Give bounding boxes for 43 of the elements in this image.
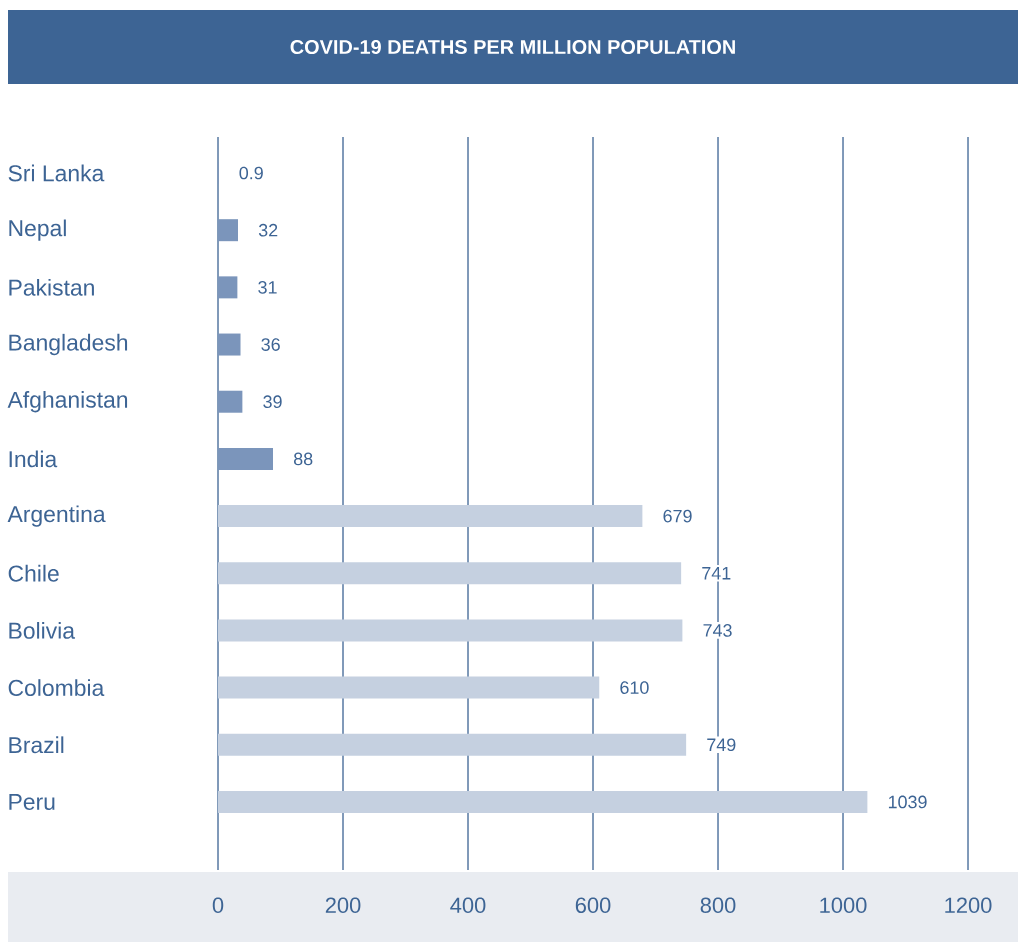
data-label: 743 [703,624,732,637]
bar [218,447,274,470]
y-tick-label: Chile [8,564,59,582]
x-tick-label: 200 [325,897,361,914]
y-tick-label: Sri Lanka [8,164,105,182]
y-tick-label: Argentina [7,505,106,527]
bar [218,219,239,242]
bar [218,790,868,813]
data-label: 749 [707,738,736,752]
x-tick-label: 1000 [820,897,867,914]
bar [218,733,687,756]
y-tick-label: Afghanistan [7,391,128,413]
data-label: 610 [620,681,649,694]
x-tick-label: 800 [700,897,736,914]
y-tick-label: Bangladesh [9,333,128,356]
y-tick-label: Pakistan [9,278,94,296]
bar [218,619,683,642]
y-tick-label: Brazil [9,736,64,754]
data-label: 679 [663,509,692,523]
x-tick-label: 400 [450,897,486,914]
bar [218,333,241,356]
data-label: 1039 [888,795,927,809]
y-tick-label: Peru [9,793,55,810]
bar [218,505,643,528]
bar [218,390,243,413]
x-tick-label: 1200 [945,897,992,914]
chart-title: COVID-19 DEATHS PER MILLION POPULATION [290,39,735,55]
data-label: 88 [293,452,313,466]
bar [218,562,682,585]
bar [218,276,238,299]
data-label: 32 [258,223,278,237]
data-label: 39 [263,395,282,409]
x-tick-label: 600 [575,897,611,914]
y-tick-label: Bolivia [9,622,76,639]
data-label: 36 [261,338,280,351]
bar [218,676,600,699]
y-tick-label: Nepal [9,219,66,241]
y-tick-label: India [9,450,58,468]
data-label: 0.9 [239,166,263,180]
y-tick-label: Colombia [8,679,105,697]
data-label: 31 [258,281,277,294]
x-tick-label: 0 [212,897,224,914]
data-label: 741 [702,567,731,580]
